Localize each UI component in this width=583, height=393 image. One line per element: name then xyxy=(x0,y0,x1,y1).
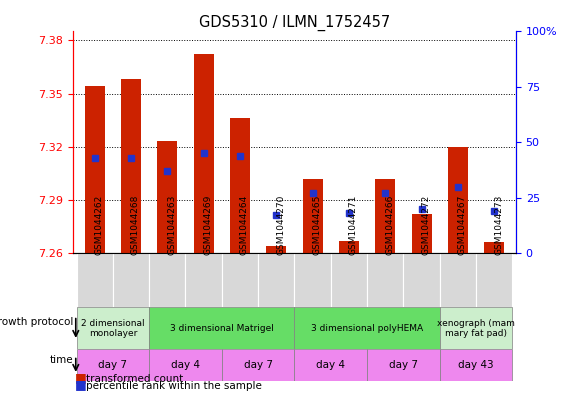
Text: GSM1044273: GSM1044273 xyxy=(494,195,503,255)
Text: growth protocol: growth protocol xyxy=(0,317,73,327)
Title: GDS5310 / ILMN_1752457: GDS5310 / ILMN_1752457 xyxy=(199,15,390,31)
Bar xyxy=(76,307,149,349)
Bar xyxy=(222,253,258,307)
Text: 3 dimensional polyHEMA: 3 dimensional polyHEMA xyxy=(311,324,423,333)
Text: GSM1044268: GSM1044268 xyxy=(131,195,140,255)
Bar xyxy=(113,253,149,307)
Text: 3 dimensional Matrigel: 3 dimensional Matrigel xyxy=(170,324,273,333)
Text: GSM1044271: GSM1044271 xyxy=(349,195,358,255)
Text: day 43: day 43 xyxy=(458,360,494,370)
Text: day 4: day 4 xyxy=(316,360,345,370)
Bar xyxy=(339,241,359,253)
Text: day 7: day 7 xyxy=(389,360,418,370)
Bar xyxy=(367,349,440,381)
Bar xyxy=(294,349,367,381)
Bar xyxy=(294,307,440,349)
Bar xyxy=(76,349,149,381)
Bar xyxy=(85,86,105,253)
Text: transformed count: transformed count xyxy=(86,375,184,384)
Text: ■: ■ xyxy=(75,378,86,391)
Text: day 7: day 7 xyxy=(244,360,273,370)
Text: day 4: day 4 xyxy=(171,360,200,370)
Text: day 7: day 7 xyxy=(99,360,127,370)
Text: GSM1044263: GSM1044263 xyxy=(167,195,176,255)
Bar xyxy=(440,253,476,307)
Bar xyxy=(222,349,294,381)
Bar xyxy=(157,141,177,253)
Bar xyxy=(303,179,322,253)
Text: GSM1044262: GSM1044262 xyxy=(94,195,104,255)
Text: time: time xyxy=(50,355,73,365)
Text: GSM1044272: GSM1044272 xyxy=(422,195,430,255)
Bar xyxy=(230,118,250,253)
Bar xyxy=(76,253,113,307)
Text: GSM1044267: GSM1044267 xyxy=(458,195,467,255)
Bar xyxy=(149,307,294,349)
Text: GSM1044270: GSM1044270 xyxy=(276,195,285,255)
Bar xyxy=(440,307,512,349)
Bar xyxy=(367,253,403,307)
Bar xyxy=(185,253,222,307)
Bar xyxy=(266,246,286,253)
Text: GSM1044269: GSM1044269 xyxy=(203,195,213,255)
Bar xyxy=(440,349,512,381)
Bar xyxy=(194,55,213,253)
Text: xenograph (mam
mary fat pad): xenograph (mam mary fat pad) xyxy=(437,319,515,338)
Bar xyxy=(331,253,367,307)
Bar xyxy=(149,349,222,381)
Bar xyxy=(149,253,185,307)
Text: GSM1044266: GSM1044266 xyxy=(385,195,394,255)
Bar xyxy=(484,242,504,253)
Text: percentile rank within the sample: percentile rank within the sample xyxy=(86,381,262,391)
Bar xyxy=(258,253,294,307)
Bar xyxy=(412,214,431,253)
Bar xyxy=(375,179,395,253)
Bar xyxy=(403,253,440,307)
Bar xyxy=(448,147,468,253)
Text: GSM1044265: GSM1044265 xyxy=(312,195,322,255)
Text: GSM1044264: GSM1044264 xyxy=(240,195,249,255)
Bar xyxy=(121,79,141,253)
Bar xyxy=(476,253,512,307)
Text: ■: ■ xyxy=(75,371,86,384)
Bar xyxy=(294,253,331,307)
Text: 2 dimensional
monolayer: 2 dimensional monolayer xyxy=(81,319,145,338)
